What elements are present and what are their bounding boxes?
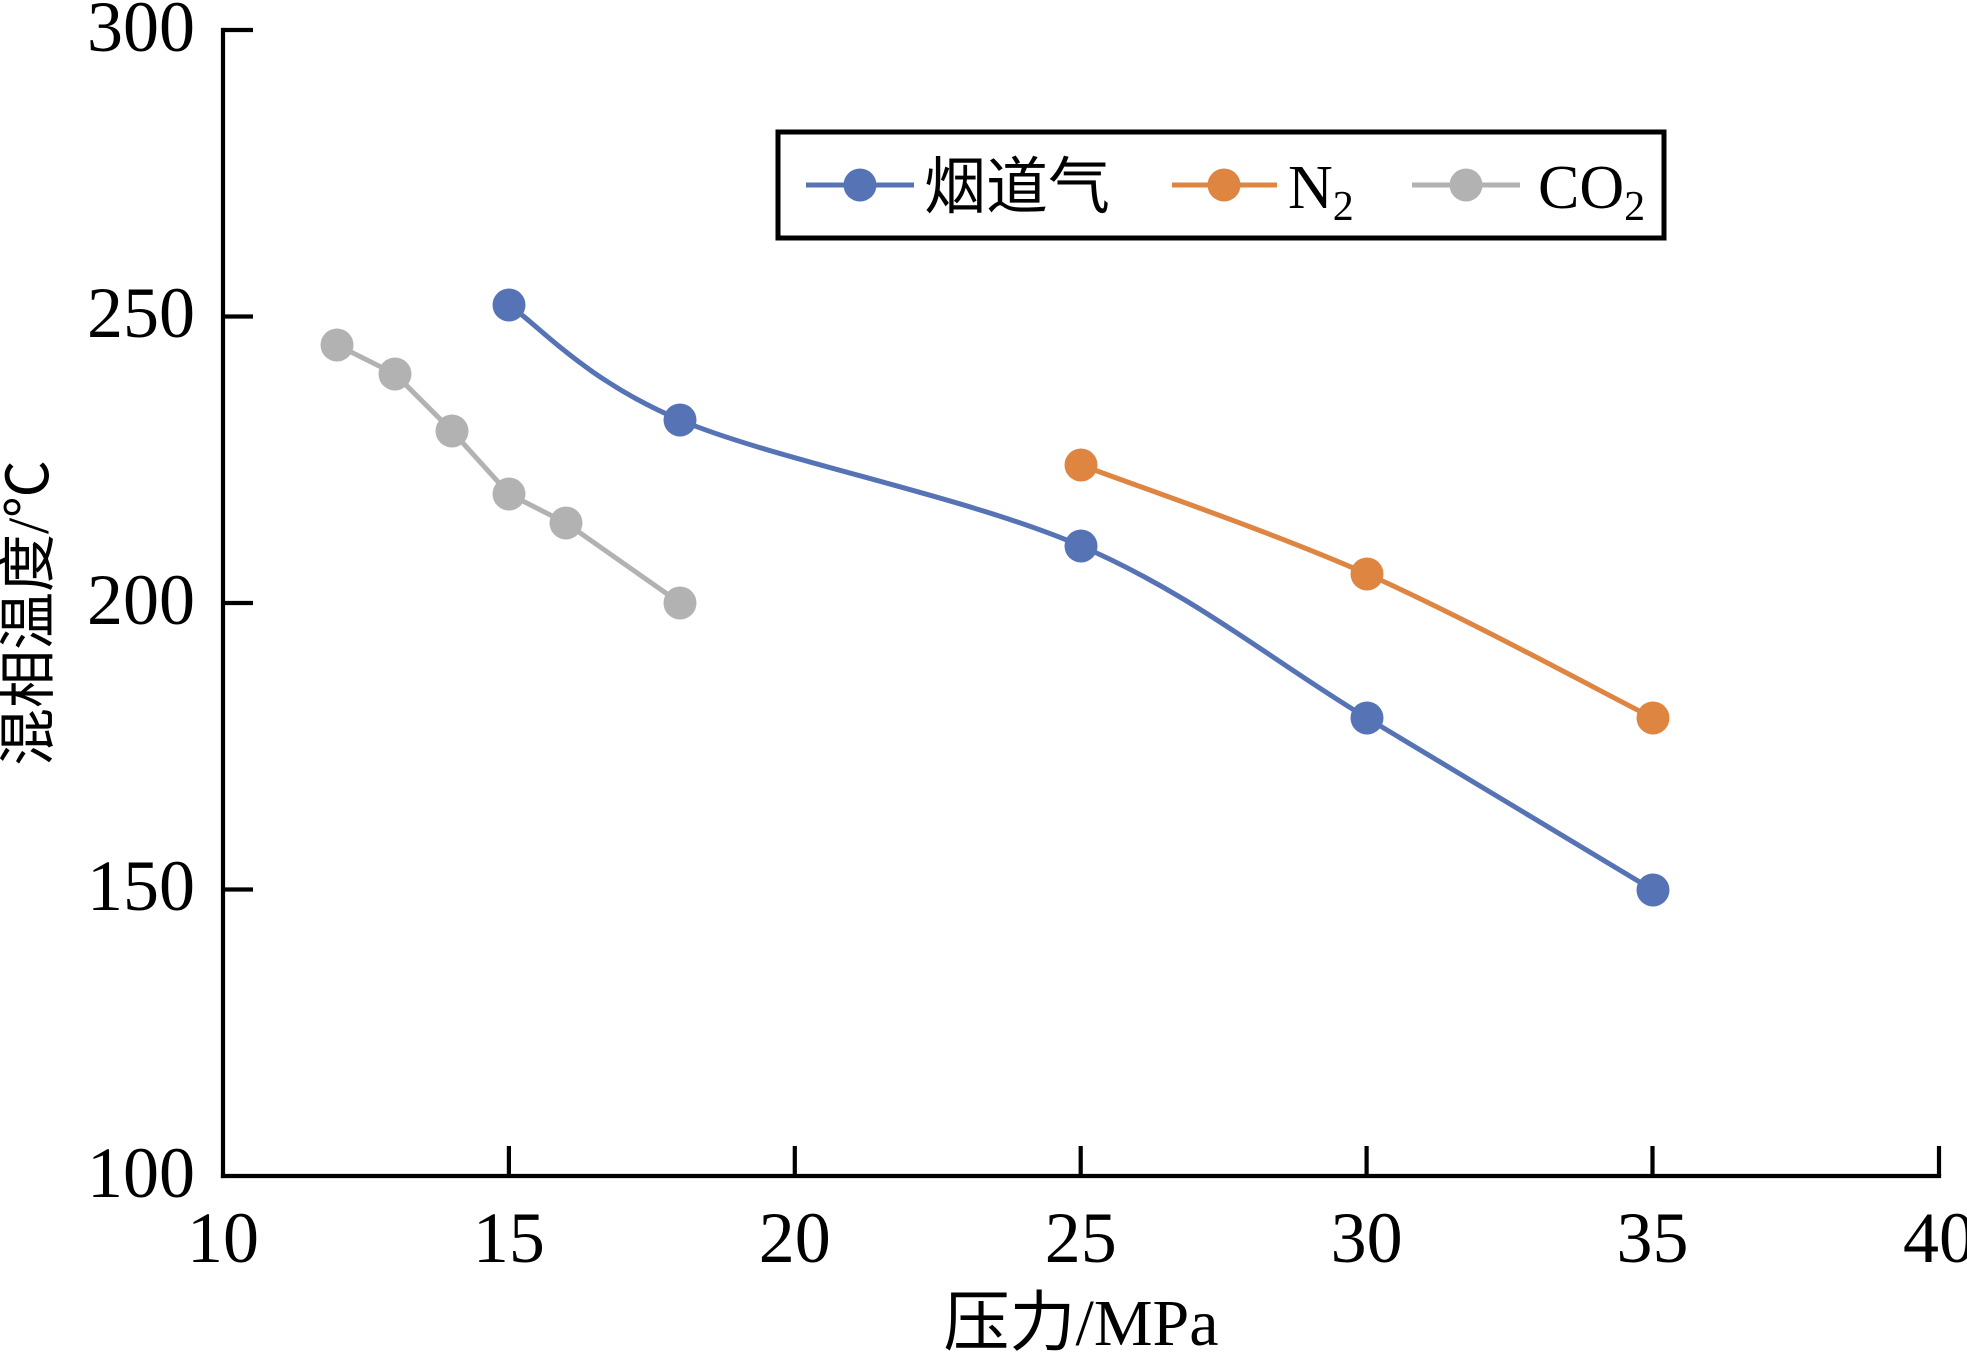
svg-text:25: 25 xyxy=(1045,1198,1117,1278)
svg-text:10: 10 xyxy=(187,1198,259,1278)
svg-text:15: 15 xyxy=(473,1198,545,1278)
svg-text:30: 30 xyxy=(1331,1198,1403,1278)
svg-text:压力/MPa: 压力/MPa xyxy=(943,1287,1218,1360)
svg-text:200: 200 xyxy=(87,560,195,640)
svg-text:35: 35 xyxy=(1617,1198,1689,1278)
svg-text:250: 250 xyxy=(87,273,195,353)
svg-text:150: 150 xyxy=(87,846,195,926)
svg-text:300: 300 xyxy=(87,0,195,67)
svg-text:混相温度/℃: 混相温度/℃ xyxy=(0,460,61,766)
svg-text:烟道气: 烟道气 xyxy=(924,154,1110,222)
svg-text:100: 100 xyxy=(87,1133,195,1213)
svg-text:40: 40 xyxy=(1903,1198,1967,1278)
svg-text:20: 20 xyxy=(759,1198,831,1278)
